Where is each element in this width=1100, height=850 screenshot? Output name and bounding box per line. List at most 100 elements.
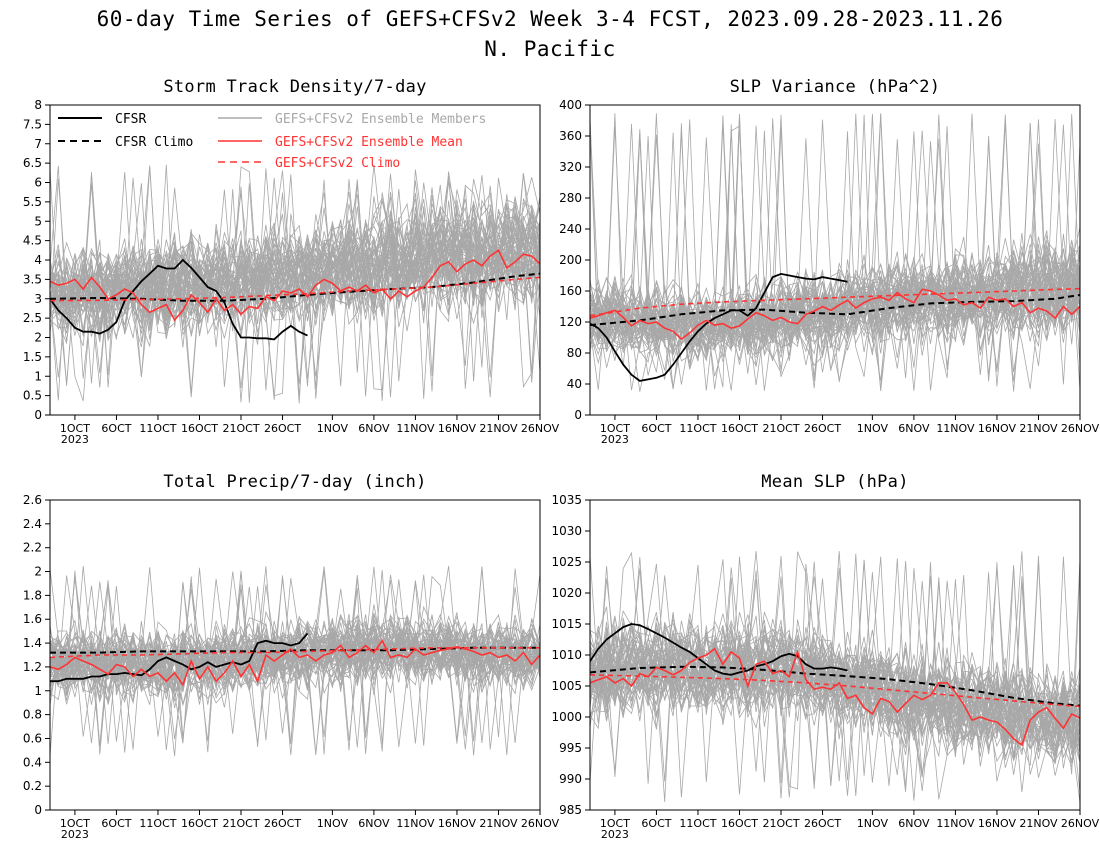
member-line xyxy=(50,174,540,398)
series-cfsr xyxy=(590,272,848,382)
plot-area: 985 990 995 1000 1005 1010 1015 1020 1025 1030 103… xyxy=(551,493,1099,841)
y-tick-label: 995 xyxy=(559,741,582,755)
x-tick-label: 26OCT xyxy=(264,422,301,435)
x-tick-label: 16NOV xyxy=(978,422,1017,435)
member-line xyxy=(590,117,1080,354)
x-tick-label: 6OCT xyxy=(101,817,131,830)
member-line xyxy=(590,121,1080,352)
plot-area: 0 0.5 1 1.5 2 2.5 3 3.5 4 4.5 5 5.5 6 6.5 7 7.5 8 1OCT202… xyxy=(23,98,560,446)
y-tick-label: 1015 xyxy=(551,617,582,631)
member-line xyxy=(590,616,1080,758)
y-tick-label: 320 xyxy=(559,160,582,174)
x-tick-label: 11OCT xyxy=(679,817,716,830)
panel-title: SLP Variance (hPa^2) xyxy=(730,77,941,97)
member-line xyxy=(50,170,540,378)
x-tick-label: 6OCT xyxy=(641,817,671,830)
y-tick-label: 280 xyxy=(559,191,582,205)
member-line xyxy=(590,236,1080,390)
x-tick-label: 26OCT xyxy=(804,422,841,435)
x-tick-label: 6OCT xyxy=(641,422,671,435)
y-tick-label: 8 xyxy=(34,98,42,112)
member-line xyxy=(50,164,540,402)
member-line xyxy=(590,248,1080,369)
x-tick-label: 16NOV xyxy=(978,817,1017,830)
x-tick-label: 11NOV xyxy=(936,817,975,830)
series-gefs-cfsv2-climo xyxy=(50,647,540,659)
y-tick-label: 1.5 xyxy=(23,350,42,364)
y-tick-label: 5 xyxy=(34,214,42,228)
x-tick-label: 21NOV xyxy=(1019,422,1058,435)
x-tick-label: 21NOV xyxy=(1019,817,1058,830)
member-line xyxy=(50,621,540,705)
member-line xyxy=(50,578,540,744)
y-tick-label: 360 xyxy=(559,129,582,143)
y-tick-label: 4 xyxy=(34,253,42,267)
x-tick-sublabel: 2023 xyxy=(601,828,629,841)
x-tick-label: 21OCT xyxy=(222,422,259,435)
y-tick-label: 2.5 xyxy=(23,311,42,325)
member-line xyxy=(590,266,1080,354)
y-tick-label: 0 xyxy=(34,408,42,422)
y-axis: 0 40 80 120 160 200 240 280 320 360 400 xyxy=(559,98,590,422)
y-tick-label: 1020 xyxy=(551,586,582,600)
figure-title: 60-day Time Series of GEFS+CFSv2 Week 3-… xyxy=(97,7,1004,31)
x-tick-label: 21NOV xyxy=(479,817,518,830)
member-line xyxy=(590,131,1080,390)
x-tick-label: 21OCT xyxy=(222,817,259,830)
member-line xyxy=(50,566,540,701)
y-tick-label: 0.5 xyxy=(23,389,42,403)
ensemble-members xyxy=(590,113,1080,392)
member-line xyxy=(590,563,1080,799)
x-tick-label: 11NOV xyxy=(396,817,435,830)
x-tick-sublabel: 2023 xyxy=(601,433,629,446)
panel-title: Mean SLP (hPa) xyxy=(761,472,909,492)
legend-label: CFSR xyxy=(115,112,146,127)
x-tick-label: 6NOV xyxy=(358,422,390,435)
y-axis: 0 0.5 1 1.5 2 2.5 3 3.5 4 4.5 5 5.5 6 6.5 7 7.5 8 xyxy=(23,98,50,422)
y-tick-label: 2.4 xyxy=(23,517,42,531)
member-line xyxy=(590,251,1080,390)
member-line xyxy=(50,614,540,698)
member-line xyxy=(590,619,1080,797)
y-axis: 0 0.2 0.4 0.6 0.8 1 1.2 1.4 1.6 1.8 2 2.2 2.4 2.6 xyxy=(23,493,50,817)
y-tick-label: 0 xyxy=(574,408,582,422)
x-tick-label: 11OCT xyxy=(139,817,176,830)
x-tick-label: 21OCT xyxy=(762,422,799,435)
legend-label: CFSR Climo xyxy=(115,135,193,150)
x-tick-label: 16OCT xyxy=(181,422,218,435)
y-tick-label: 0.8 xyxy=(23,708,42,722)
x-tick-label: 1OCT xyxy=(60,817,90,830)
x-tick-label: 11NOV xyxy=(936,422,975,435)
member-line xyxy=(590,114,1080,362)
panel-title: Storm Track Density/7-day xyxy=(163,77,426,97)
x-tick-label: 26NOV xyxy=(521,422,560,435)
member-line xyxy=(590,119,1080,389)
y-tick-label: 7 xyxy=(34,137,42,151)
x-tick-label: 6NOV xyxy=(898,422,930,435)
x-tick-label: 1NOV xyxy=(317,422,349,435)
series-cfsr xyxy=(50,258,308,341)
legend-label: GEFS+CFSv2 Ensemble Members xyxy=(275,112,486,127)
x-tick-sublabel: 2023 xyxy=(61,828,89,841)
y-tick-label: 400 xyxy=(559,98,582,112)
x-tick-label: 1OCT xyxy=(600,817,630,830)
x-tick-label: 26OCT xyxy=(804,817,841,830)
x-tick-label: 21OCT xyxy=(762,817,799,830)
y-tick-label: 1.4 xyxy=(23,636,42,650)
y-tick-label: 40 xyxy=(567,377,582,391)
y-tick-label: 1000 xyxy=(551,710,582,724)
y-tick-label: 120 xyxy=(559,315,582,329)
member-line xyxy=(590,123,1080,377)
y-tick-label: 1 xyxy=(34,369,42,383)
series-gefs-cfsv2-ensemble-mean xyxy=(590,288,1080,341)
series-cfsr xyxy=(590,623,848,676)
panel-mean-slp: Mean SLP (hPa) 985 990 995 1000 1005 1010 1015… xyxy=(551,472,1099,841)
y-tick-label: 7.5 xyxy=(23,117,42,131)
series-gefs-cfsv2-climo xyxy=(590,674,1080,708)
y-tick-label: 4.5 xyxy=(23,234,42,248)
x-tick-label: 26NOV xyxy=(1061,422,1100,435)
series-gefs-cfsv2-climo xyxy=(590,287,1080,317)
legend-label: GEFS+CFSv2 Climo xyxy=(275,156,400,171)
